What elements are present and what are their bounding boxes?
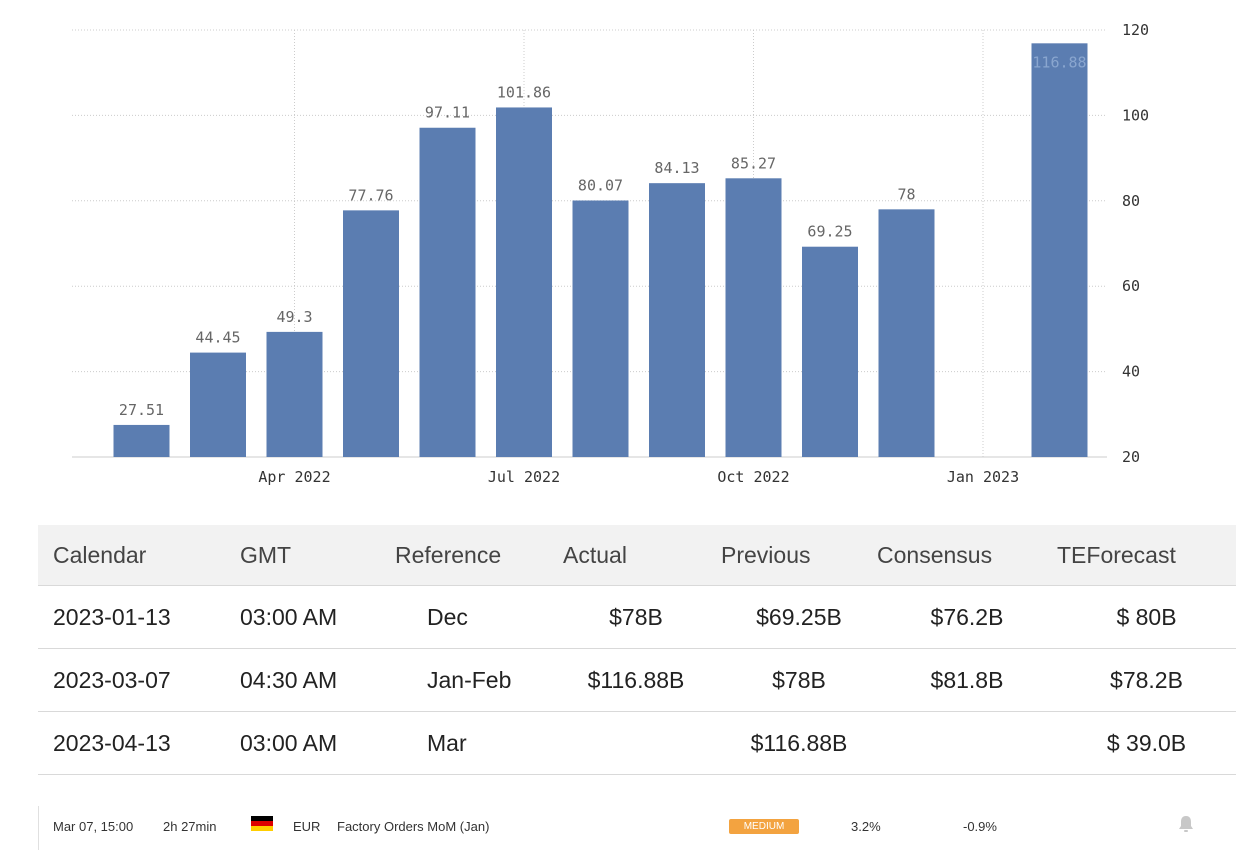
cell-actual	[551, 711, 721, 775]
cell-gmt: 04:30 AM	[240, 648, 395, 712]
cell-teforecast: $ 39.0B	[1057, 711, 1236, 775]
bar	[496, 107, 552, 458]
event-previous: -0.9%	[963, 819, 997, 834]
event-datetime: Mar 07, 15:00	[53, 819, 134, 834]
y-tick-label: 40	[1122, 363, 1140, 381]
bar	[419, 127, 476, 458]
bar-chart: 20 40 60 80 100 120 Apr 2022 Jul 2022 Oct 2022 Ja…	[72, 21, 1149, 486]
table-row: 2023-01-13 03:00 AM Dec $78B $69.25B $76…	[38, 585, 1236, 649]
cell-teforecast: $78.2B	[1057, 648, 1236, 712]
cell-teforecast: $ 80B	[1057, 585, 1236, 649]
importance-badge: MEDIUM	[729, 819, 799, 834]
y-tick-label: 100	[1122, 106, 1149, 124]
bar	[649, 183, 705, 457]
bar	[1031, 43, 1088, 458]
data-label: 84.13	[654, 159, 699, 177]
bar	[343, 210, 399, 457]
bar	[113, 424, 170, 457]
data-label: 27.51	[119, 401, 164, 419]
cell-previous: $78B	[721, 648, 877, 712]
calendar-table: Calendar GMT Reference Actual Previous C…	[38, 525, 1236, 775]
event-currency: EUR	[293, 819, 321, 834]
table-header-row: Calendar GMT Reference Actual Previous C…	[38, 525, 1236, 586]
cell-reference: Jan-Feb	[395, 648, 551, 712]
y-tick-label: 80	[1122, 192, 1140, 210]
cell-actual: $116.88B	[551, 648, 721, 712]
header-actual: Actual	[551, 525, 721, 586]
cell-previous: $69.25B	[721, 585, 877, 649]
y-tick-label: 60	[1122, 277, 1140, 295]
cell-date: 2023-03-07	[38, 648, 240, 712]
cell-reference: Dec	[395, 585, 551, 649]
data-label: 101.86	[497, 83, 551, 101]
event-name[interactable]: Factory Orders MoM (Jan)	[337, 819, 490, 834]
x-tick-label: Oct 2022	[717, 468, 789, 486]
x-tick-label: Jan 2023	[947, 468, 1019, 486]
data-label: 97.11	[425, 104, 470, 122]
x-tick-label: Apr 2022	[258, 468, 330, 486]
table-row: 2023-04-13 03:00 AM Mar $116.88B $ 39.0B	[38, 711, 1236, 775]
cell-date: 2023-04-13	[38, 711, 240, 775]
data-label: 78	[897, 185, 915, 203]
data-label: 77.76	[348, 186, 393, 204]
event-actual: 3.2%	[851, 819, 881, 834]
y-tick-label: 120	[1122, 21, 1149, 39]
data-label: 116.88	[1032, 53, 1086, 71]
bar	[725, 178, 782, 457]
germany-flag-icon	[251, 816, 273, 831]
cell-gmt: 03:00 AM	[240, 585, 395, 649]
bar	[266, 331, 323, 457]
chart-svg: 20 40 60 80 100 120 Apr 2022 Jul 2022 Oct 2022 Ja…	[72, 21, 1149, 486]
data-label: 80.07	[578, 177, 623, 195]
cell-gmt: 03:00 AM	[240, 711, 395, 775]
bar	[802, 246, 858, 457]
cell-consensus: $81.8B	[877, 648, 1057, 712]
data-label: 49.3	[276, 308, 312, 326]
cell-reference: Mar	[395, 711, 551, 775]
bell-icon[interactable]	[1177, 814, 1195, 834]
event-row[interactable]: Mar 07, 15:00 2h 27min EUR Factory Order…	[38, 806, 1236, 850]
header-previous: Previous	[721, 525, 877, 586]
table-row: 2023-03-07 04:30 AM Jan-Feb $116.88B $78…	[38, 648, 1236, 712]
cell-consensus	[877, 711, 1057, 775]
data-label: 69.25	[807, 223, 852, 241]
cell-consensus: $76.2B	[877, 585, 1057, 649]
data-label: 44.45	[195, 329, 240, 347]
event-countdown: 2h 27min	[163, 819, 217, 834]
bar	[572, 200, 629, 457]
header-reference: Reference	[395, 525, 551, 586]
header-calendar: Calendar	[38, 525, 240, 586]
y-tick-label: 20	[1122, 448, 1140, 466]
bar	[190, 352, 246, 457]
header-gmt: GMT	[240, 525, 395, 586]
x-tick-label: Jul 2022	[488, 468, 560, 486]
data-label: 85.27	[731, 154, 776, 172]
bar	[878, 209, 935, 457]
header-teforecast: TEForecast	[1057, 525, 1236, 586]
cell-date: 2023-01-13	[38, 585, 240, 649]
header-consensus: Consensus	[877, 525, 1057, 586]
cell-previous: $116.88B	[721, 711, 877, 775]
cell-actual: $78B	[551, 585, 721, 649]
